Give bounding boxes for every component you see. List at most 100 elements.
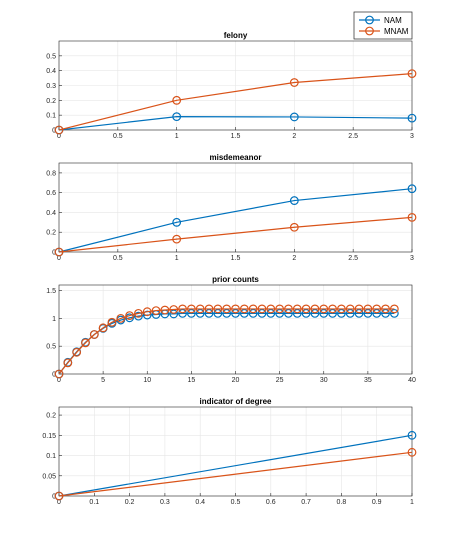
legend-label-nam: NAM (384, 16, 402, 25)
data-point (239, 304, 249, 314)
data-point (72, 347, 82, 357)
data-point (98, 323, 108, 333)
data-point (231, 308, 240, 318)
x-tick-label: 3 (410, 133, 414, 140)
data-point (389, 304, 399, 314)
data-point (284, 308, 293, 318)
data-point (204, 308, 214, 318)
data-point (81, 338, 90, 348)
data-point (266, 304, 276, 314)
legend-box (353, 11, 413, 40)
data-point (266, 308, 276, 318)
y-tick-label: 1 (52, 316, 56, 323)
data-point (284, 304, 293, 314)
data-point (54, 369, 64, 379)
data-point (186, 308, 196, 318)
x-tick-label: 0.7 (301, 499, 311, 506)
data-point (407, 447, 417, 457)
y-tick-label: 0.1 (46, 453, 56, 460)
data-point (160, 305, 170, 315)
y-tick-label: 0.5 (46, 53, 56, 60)
y-tick-label: 0 (52, 128, 56, 135)
data-point (345, 308, 355, 318)
data-point (54, 491, 64, 501)
y-tick-label: 0.3 (46, 83, 56, 90)
data-point (289, 222, 299, 232)
x-tick-label: 2.5 (348, 133, 358, 140)
data-point (213, 308, 223, 318)
data-point (301, 304, 311, 314)
x-tick-label: 10 (143, 377, 151, 384)
data-point (169, 305, 179, 314)
series-mnam (54, 447, 417, 501)
data-point (407, 184, 417, 194)
data-point (354, 308, 364, 318)
x-tick-label: 0.8 (337, 499, 347, 506)
data-point (257, 308, 267, 318)
y-tick-label: 0.8 (46, 170, 56, 177)
data-point (54, 125, 64, 135)
y-tick-label: 0.2 (46, 413, 56, 420)
legend-marker-mnam (365, 26, 374, 36)
data-point (257, 304, 267, 314)
data-point (389, 308, 399, 318)
y-tick-label: 0.15 (42, 433, 56, 440)
y-tick-label: 0 (52, 372, 56, 379)
data-point (328, 308, 337, 318)
data-point (275, 304, 285, 314)
x-tick-label: 30 (320, 377, 328, 384)
subplot-2: 0 5 10 15 20 25 30 35 40 0 0.5 1 1.5 prior counts (46, 275, 416, 384)
x-tick-label: 0 (57, 255, 61, 262)
x-tick-label: 1 (175, 133, 179, 140)
x-tick-label: 1 (410, 499, 414, 506)
data-point (204, 304, 214, 314)
data-point (222, 308, 232, 318)
y-tick-label: 0.5 (46, 344, 56, 351)
x-tick-label: 0 (57, 377, 61, 384)
data-point (172, 234, 182, 244)
x-tick-label: 40 (408, 377, 416, 384)
data-point (63, 358, 73, 368)
data-point (337, 304, 346, 314)
data-point (213, 304, 223, 314)
x-tick-label: 0 (57, 499, 61, 506)
data-point (275, 308, 285, 318)
y-tick-label: 0.4 (46, 210, 56, 217)
y-tick-label: 0.2 (46, 230, 56, 237)
x-tick-label: 0.4 (195, 499, 205, 506)
data-point (172, 112, 182, 122)
data-point (337, 308, 346, 318)
x-tick-label: 0 (57, 133, 61, 140)
data-point (142, 307, 152, 317)
data-point (328, 304, 337, 314)
y-tick-label: 0.4 (46, 68, 56, 75)
series-line (58, 312, 395, 375)
data-point (172, 217, 182, 227)
x-tick-label: 1.5 (231, 255, 241, 262)
subplot-3: 0 0.1 0.2 0.3 0.4 0.5 0.6 0.7 0.8 0.9 1 0 0.05 0.1 0.1… (42, 397, 417, 506)
series-line (58, 73, 413, 131)
series-line (58, 308, 395, 375)
legend-marker-nam (365, 15, 374, 25)
data-point (239, 308, 249, 318)
x-tick-label: 2 (292, 133, 296, 140)
data-point (407, 113, 417, 123)
data-point (116, 313, 126, 323)
subplot-1: 0 0.5 1 1.5 2 2.5 3 0 0.2 0.4 0.6 0.8 misdemeanor (46, 153, 417, 262)
data-point (172, 95, 182, 105)
legend: NAM MNAM (353, 11, 413, 40)
data-point (134, 311, 143, 321)
data-point (319, 308, 329, 318)
data-point (248, 304, 258, 314)
series-mnam (54, 212, 417, 257)
subplot-title: misdemeanor (209, 153, 261, 162)
y-tick-label: 0 (52, 494, 56, 501)
data-point (292, 304, 302, 314)
data-point (151, 306, 161, 315)
data-point (178, 308, 187, 318)
series-mnam (54, 69, 417, 135)
data-point (289, 112, 299, 122)
series-line (58, 116, 413, 131)
data-point (310, 304, 320, 314)
